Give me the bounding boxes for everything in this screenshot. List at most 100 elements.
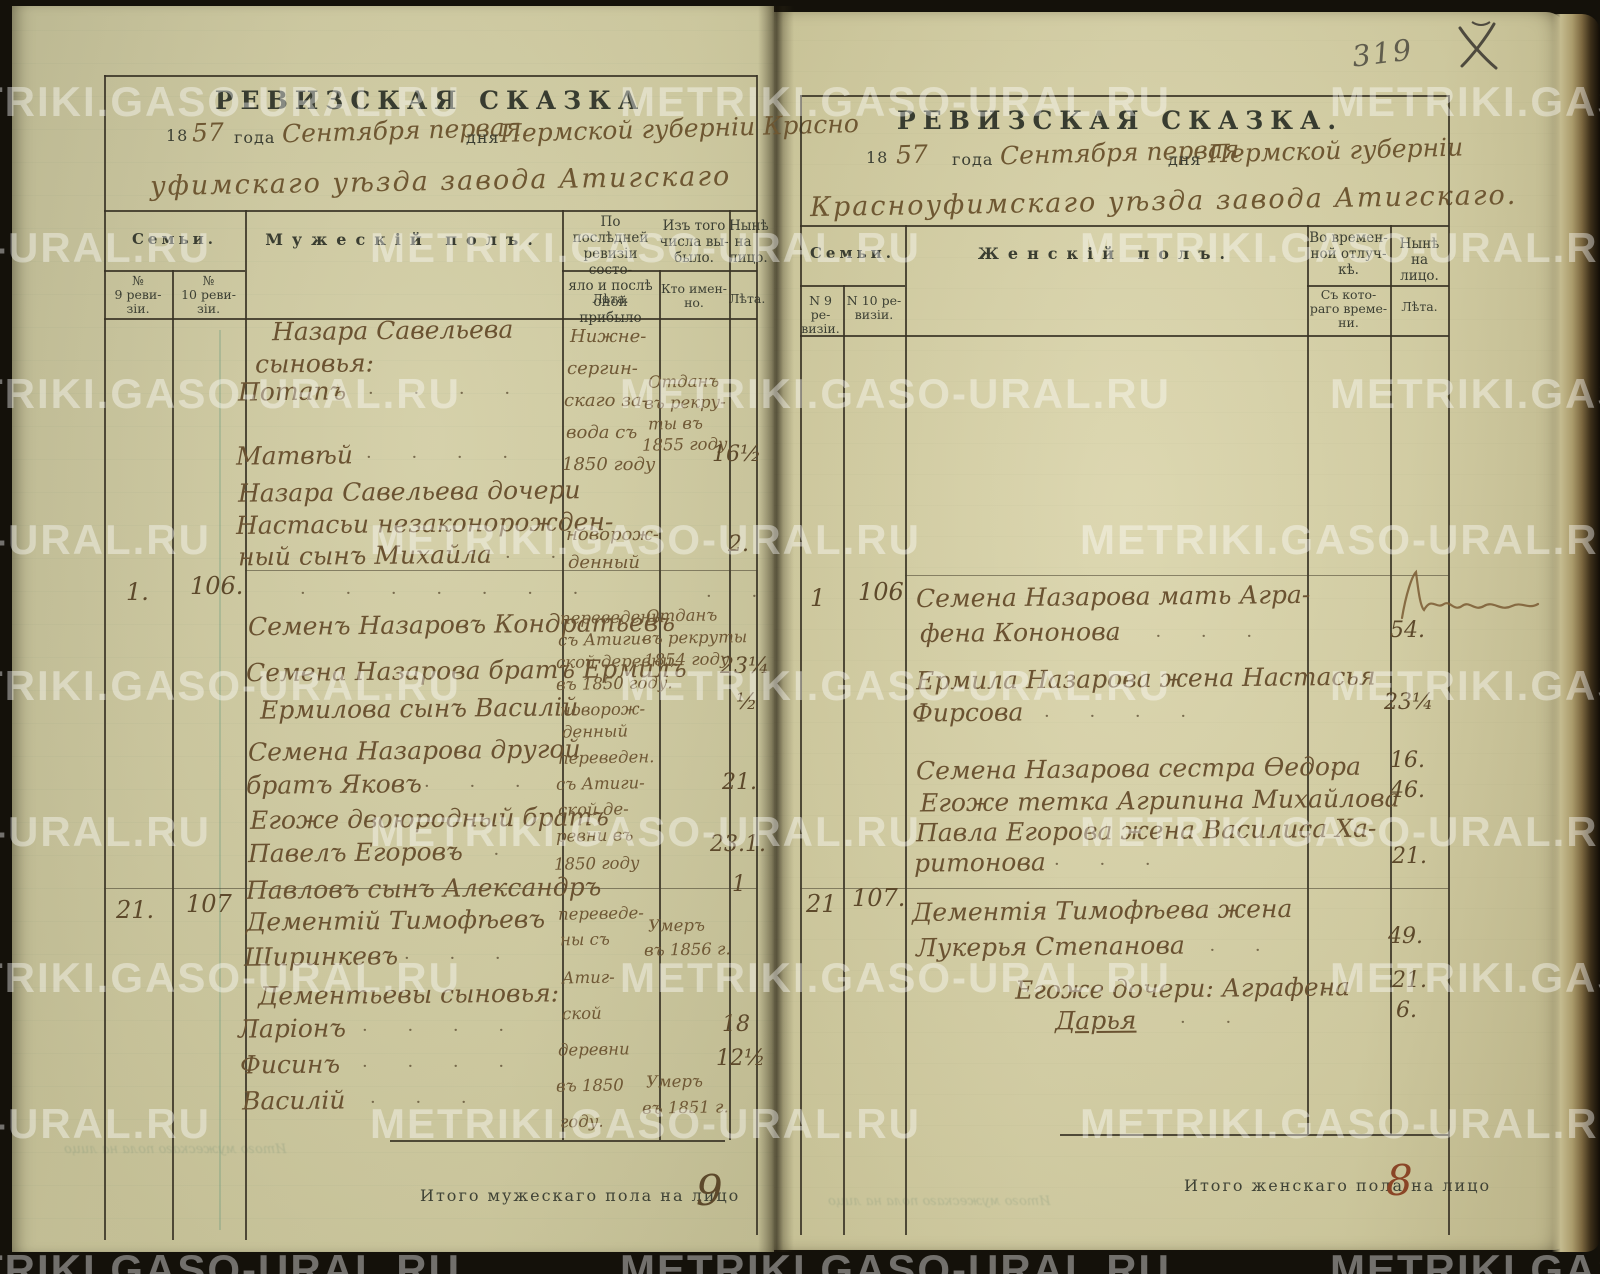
table-rule-horizontal [905,575,1449,576]
handwritten-line: братъ Яковъ [245,769,423,800]
handwritten-line: 23.1. [710,832,766,857]
table-rule-vertical [1307,225,1309,1135]
handwritten-line: 106. [190,572,244,600]
handwritten-line: вода съ [566,422,638,443]
handwritten-line: Ермила Назарова жена Настасья [915,661,1376,696]
handwritten-line: 107 [186,890,232,918]
right-subcol-rev9: N 9 ре- визіи. [801,293,840,336]
dot-leader: · · [706,586,775,607]
handwritten-line: Умеръ [647,915,706,936]
handwritten-line: Фисинъ [239,1049,341,1080]
handwritten-line: скаго за- [564,390,648,411]
table-rule-horizontal [104,888,757,889]
dot-leader: · [1322,982,1345,1003]
right-date-year-handwritten: 57 [895,139,929,170]
handwritten-line: Отданъ [645,605,718,626]
dot-leader: · · · [1054,854,1168,875]
dot-leader: · · · · · · · [300,583,596,604]
table-rule-horizontal [800,95,1449,97]
handwritten-line: Фирсова [911,697,1024,728]
handwritten-line: денный [568,552,641,573]
dot-leader: · · · [424,776,538,797]
table-rule-horizontal [104,270,245,272]
right-subcol-leta: Лѣта. [1401,299,1438,314]
handwritten-line: ской [561,1003,602,1024]
handwritten-line: въ 1850 [555,1075,625,1096]
handwritten-line: 21. [116,896,155,924]
table-rule-vertical [756,75,758,1235]
bleed-through-text: Итого мужескаго пола на лицо [828,1194,1051,1209]
handwritten-line: переведен. [557,747,655,768]
table-rule-horizontal [800,888,1449,889]
handwritten-line: въ 1851 г. [641,1097,729,1118]
table-rule-vertical [172,270,174,1240]
handwritten-line: ревни въ [555,825,634,846]
table-rule-horizontal [800,335,1449,337]
handwritten-line: 1 [810,584,826,612]
handwritten-line: 1854 году [643,649,730,670]
left-page [12,6,774,1252]
right-subcol-since: Съ кото- раго време- ни. [1309,287,1388,330]
handwritten-line: 16. [1390,748,1425,773]
table-rule-vertical [1390,225,1392,1135]
left-col-family: Семьи. [131,230,218,248]
table-rule-vertical [843,285,845,1235]
handwritten-line: Ларіонъ [237,1013,347,1044]
handwritten-line: Отданъ [647,371,720,392]
right-title: РЕВИЗСКАЯ СКАЗКА. [896,106,1344,135]
handwritten-line: ный сынъ Михайла [237,539,493,572]
handwritten-line: 49. [1388,924,1423,949]
dot-leader: · · · · [368,383,528,404]
table-rule-horizontal [562,270,757,272]
left-total-value: 9 [696,1166,723,1215]
handwritten-line: 21. [1392,844,1427,869]
table-rule-vertical [659,270,661,1140]
dot-leader: · [1330,760,1353,781]
right-total-label: Итого женскаго пола на лицо [1184,1176,1492,1195]
handwritten-line: ½ [736,690,758,715]
dot-leader: · · [505,547,574,568]
left-title: РЕВИЗСКАЯ СКАЗКА [214,86,646,115]
handwritten-line: 107. [852,884,906,912]
table-rule-horizontal [390,1140,725,1142]
handwritten-line: Нижне- [570,326,647,347]
dot-leader: · · · · [362,1056,522,1077]
left-date-year-handwritten: 57 [191,117,225,148]
handwritten-line: Ермилова сынъ Василій [259,692,579,725]
dot-leader: · · · · [362,1020,522,1041]
handwritten-line: сыновья: [254,348,375,379]
marginal-scribble [1400,569,1540,620]
handwritten-line: 1 [732,872,746,897]
left-col-last-revision: По послѣдней ревизіи состо- яло и послѣ … [568,214,653,326]
handwritten-line: Павелъ Егоровъ [247,836,463,869]
handwritten-line: Дарья [1054,1005,1137,1036]
table-rule-horizontal [104,318,757,320]
left-date-printed-year: 18 [166,126,189,145]
dot-leader: · · · · [1110,626,1270,647]
handwritten-line: Егоже тетка Агрипина Михайлова [919,783,1400,818]
corner-x-mark [1458,21,1498,70]
table-rule-horizontal [245,570,757,571]
handwritten-line: 16½ [712,442,762,467]
left-col-male-sex: Мужескій полъ. [265,230,542,249]
right-date-word-goda: года [952,150,994,169]
table-rule-vertical [562,210,564,1140]
table-rule-horizontal [800,285,905,287]
left-total-label: Итого мужескаго пола на лицо [420,1186,741,1205]
dot-leader: · · [1180,1012,1249,1033]
right-col-female-sex: Женскій полъ. [977,244,1235,263]
handwritten-line: Назара Савельева [271,314,514,347]
right-col-absence: Во времен- ной отлуч- кѣ. [1309,230,1388,278]
right-total-value: 8 [1386,1156,1413,1205]
right-subcol-rev10: N 10 ре- визіи. [846,293,902,322]
right-col-present: Нынѣ на лицо. [1399,236,1440,284]
handwritten-line: новорож- [566,524,659,545]
handwritten-line: 23¼ [1384,690,1434,715]
handwritten-line: Василій [241,1085,346,1116]
left-subcol-leta-now: Лѣта. [729,291,766,306]
handwritten-line: Умеръ [645,1071,704,1092]
dot-leader: · · · [370,1092,484,1113]
handwritten-line: Дементія Тимофѣева жена [911,894,1293,927]
handwritten-line: 18 [722,1012,750,1037]
